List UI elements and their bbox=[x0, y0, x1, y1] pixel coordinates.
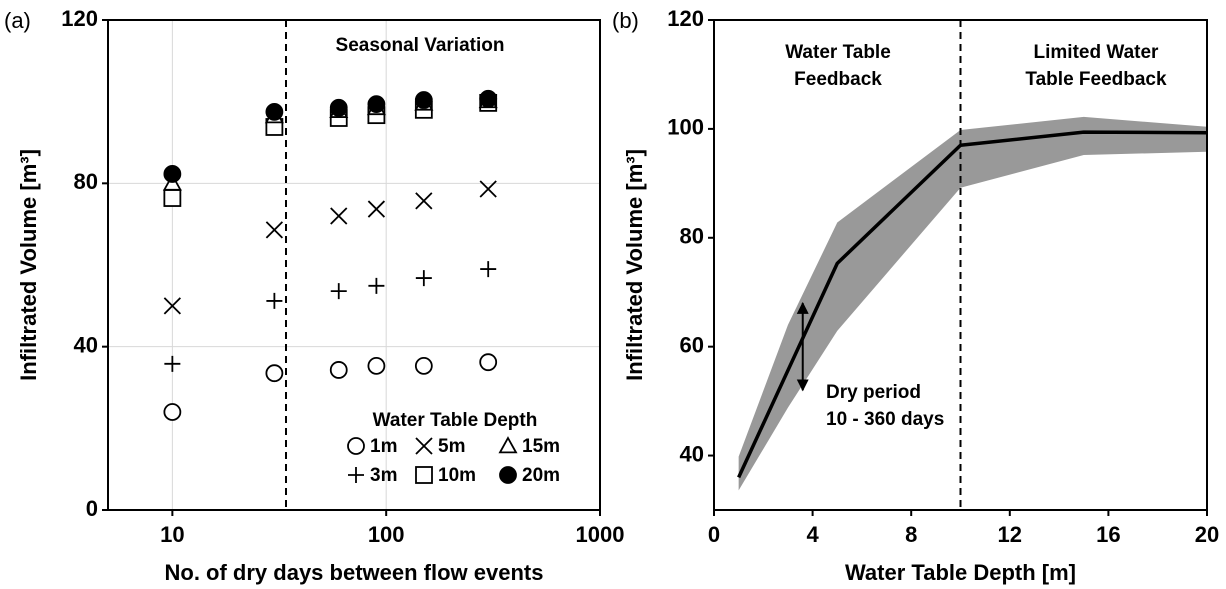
marker bbox=[163, 297, 182, 315]
marker bbox=[414, 91, 433, 109]
panel-label: (b) bbox=[612, 8, 639, 33]
marker bbox=[163, 403, 182, 421]
marker bbox=[329, 361, 348, 379]
x-tick-label: 4 bbox=[806, 522, 819, 547]
legend-label: 10m bbox=[438, 465, 476, 486]
marker bbox=[329, 98, 348, 117]
marker bbox=[415, 270, 432, 287]
uncertainty-band bbox=[738, 116, 1207, 491]
marker bbox=[367, 356, 386, 375]
marker bbox=[367, 95, 386, 114]
x-tick-label: 100 bbox=[368, 522, 405, 547]
marker bbox=[164, 355, 181, 372]
x-tick-label: 10 bbox=[160, 522, 184, 547]
legend-label: 15m bbox=[522, 436, 560, 457]
legend-label: 5m bbox=[438, 436, 465, 457]
marker bbox=[479, 89, 498, 108]
marker bbox=[266, 292, 283, 309]
y-tick-label: 80 bbox=[680, 224, 704, 249]
annotation: Water Table bbox=[785, 42, 891, 63]
x-axis-label: No. of dry days between flow events bbox=[165, 560, 544, 585]
legend-title: Water Table Depth bbox=[373, 410, 538, 431]
plot-frame bbox=[107, 19, 601, 511]
marker bbox=[368, 277, 385, 294]
marker bbox=[330, 283, 347, 300]
marker bbox=[265, 364, 284, 383]
annotation: Seasonal Variation bbox=[336, 35, 505, 56]
x-tick-label: 8 bbox=[905, 522, 917, 547]
y-tick-label: 0 bbox=[86, 496, 98, 521]
annotation: Dry period bbox=[826, 382, 921, 403]
marker bbox=[163, 189, 182, 207]
y-tick-label: 120 bbox=[61, 6, 98, 31]
y-tick-label: 120 bbox=[667, 6, 704, 31]
marker bbox=[499, 466, 517, 484]
x-tick-label: 0 bbox=[708, 522, 720, 547]
marker bbox=[498, 436, 518, 454]
marker bbox=[415, 192, 433, 210]
legend-label: 20m bbox=[522, 465, 560, 486]
marker bbox=[480, 261, 497, 278]
y-tick-label: 40 bbox=[74, 332, 98, 357]
marker bbox=[347, 437, 365, 455]
annotation: Table Feedback bbox=[1025, 69, 1167, 90]
y-tick-label: 80 bbox=[74, 169, 98, 194]
marker bbox=[479, 353, 498, 372]
x-axis-label: Water Table Depth [m] bbox=[845, 560, 1076, 585]
x-tick-label: 1000 bbox=[576, 522, 625, 547]
annotation: Feedback bbox=[794, 69, 882, 90]
marker bbox=[479, 180, 497, 198]
legend-label: 3m bbox=[370, 465, 397, 486]
panel-label: (a) bbox=[4, 8, 31, 33]
marker bbox=[163, 165, 182, 183]
y-tick-label: 40 bbox=[680, 441, 704, 466]
x-tick-label: 20 bbox=[1195, 522, 1219, 547]
x-tick-label: 16 bbox=[1096, 522, 1120, 547]
marker bbox=[330, 207, 348, 225]
marker bbox=[415, 437, 433, 455]
marker bbox=[414, 356, 433, 375]
marker bbox=[415, 466, 433, 484]
y-tick-label: 60 bbox=[680, 332, 704, 357]
legend-label: 1m bbox=[370, 436, 397, 457]
y-tick-label: 100 bbox=[667, 115, 704, 140]
marker bbox=[348, 467, 364, 483]
x-tick-label: 12 bbox=[998, 522, 1022, 547]
marker bbox=[265, 102, 284, 121]
annotation: 10 - 360 days bbox=[826, 409, 944, 430]
marker bbox=[265, 221, 284, 239]
y-axis-label: Infiltrated Volume [m³] bbox=[622, 149, 647, 381]
plot-frame bbox=[713, 19, 1208, 511]
marker bbox=[367, 200, 386, 218]
annotation: Limited Water bbox=[1034, 42, 1160, 63]
y-axis-label: Infiltrated Volume [m³] bbox=[16, 149, 41, 381]
